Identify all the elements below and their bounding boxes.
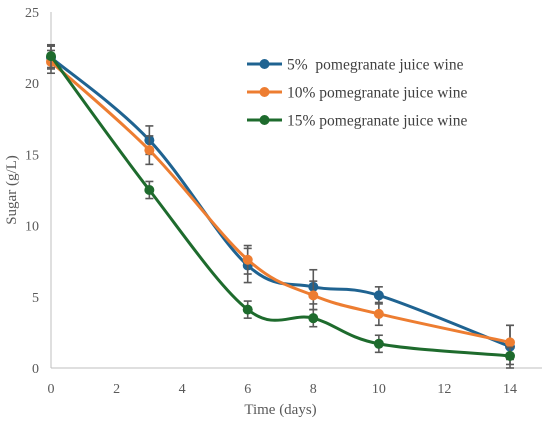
- legend-label: 10% pomegranate juice wine: [287, 85, 467, 102]
- data-point: [46, 51, 56, 62]
- y-tick-label: 10: [25, 220, 39, 235]
- legend-item: 5% pomegranate juice wine: [247, 57, 464, 74]
- legend-swatch-marker: [259, 87, 270, 97]
- x-axis-title: Time (days): [244, 402, 316, 418]
- legend-swatch-marker: [259, 115, 270, 125]
- y-tick-labels: 0 5 10 15 20 25: [25, 6, 39, 377]
- legend-label: 15% pomegranate juice wine: [287, 113, 467, 130]
- legend-item: 15% pomegranate juice wine: [247, 113, 467, 130]
- series-line: [49, 60, 512, 344]
- x-tick-label: 2: [113, 382, 120, 397]
- data-point: [505, 337, 515, 348]
- y-tick-label: 25: [25, 6, 39, 21]
- series-line: [49, 54, 512, 358]
- data-point: [242, 254, 253, 265]
- data-point: [373, 338, 384, 349]
- legend-item: 10% pomegranate juice wine: [247, 85, 467, 102]
- data-point: [144, 145, 155, 156]
- x-tick-label: 4: [179, 382, 186, 397]
- data-point: [505, 350, 515, 361]
- plot-series: [46, 43, 515, 369]
- x-tick-label: 0: [48, 382, 55, 397]
- data-point: [242, 304, 253, 315]
- x-tick-label: 10: [372, 382, 386, 397]
- data-point: [373, 308, 384, 319]
- data-point: [373, 290, 384, 301]
- x-tick-label: 12: [437, 382, 451, 397]
- y-tick-label: 5: [32, 291, 39, 306]
- x-tick-label: 6: [244, 382, 251, 397]
- x-tick-labels: 0 2 4 6 8 10 12 14: [48, 382, 518, 397]
- x-tick-label: 14: [503, 382, 517, 397]
- y-axis-title: Sugar (g/L): [4, 155, 20, 225]
- y-tick-label: 15: [25, 148, 39, 163]
- y-tick-label: 0: [32, 362, 39, 377]
- legend-label: 5% pomegranate juice wine: [287, 57, 464, 74]
- series-line: [49, 56, 512, 349]
- legend: 5% pomegranate juice wine 10% pomegranate…: [247, 57, 467, 130]
- y-tick-label: 20: [25, 77, 39, 92]
- legend-swatch-marker: [259, 59, 270, 69]
- data-point: [144, 185, 155, 195]
- data-point: [308, 313, 319, 324]
- x-tick-label: 8: [310, 382, 317, 397]
- series-3: [46, 43, 515, 366]
- data-point: [308, 290, 319, 301]
